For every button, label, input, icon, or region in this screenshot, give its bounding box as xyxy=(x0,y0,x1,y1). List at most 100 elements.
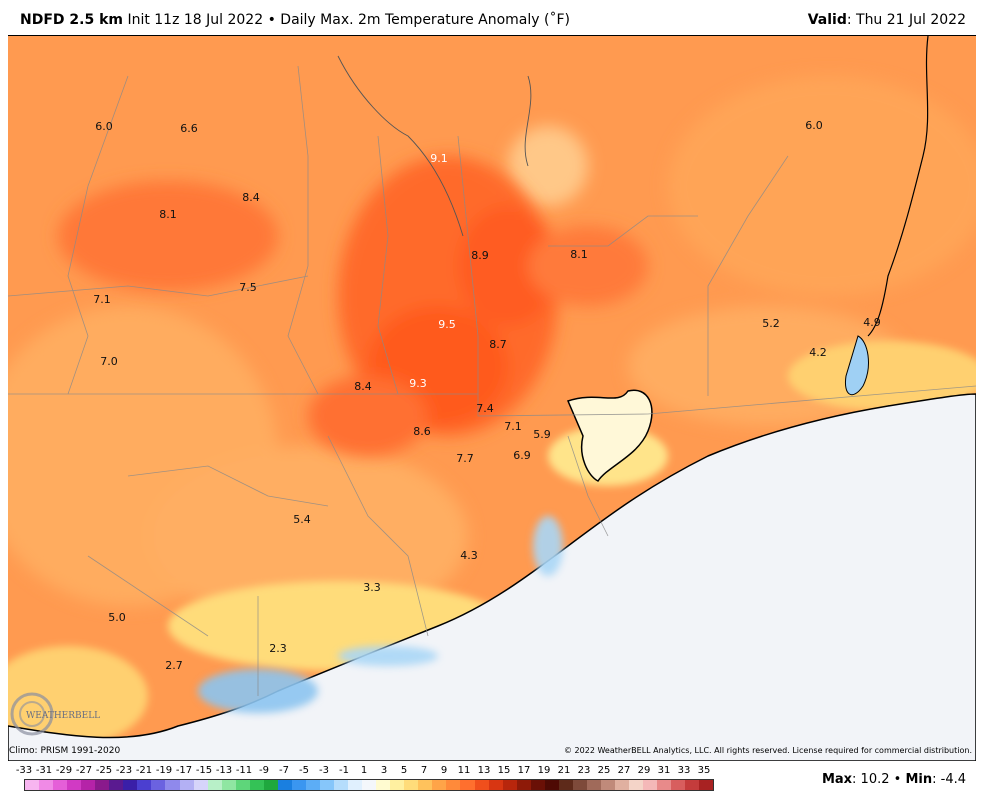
legend-swatch xyxy=(614,780,630,790)
legend-tick-label: -5 xyxy=(299,765,309,776)
legend-tick-label: -19 xyxy=(155,765,173,776)
legend-tick-label: 19 xyxy=(537,765,551,776)
legend-swatch xyxy=(235,780,250,790)
map-canvas: 6.0 6.6 9.1 6.0 8.4 8.1 8.9 8.1 7.1 7.5 … xyxy=(8,36,976,761)
legend-tick-label: 21 xyxy=(557,765,571,776)
temperature-anomaly-map: 6.0 6.6 9.1 6.0 8.4 8.1 8.9 8.1 7.1 7.5 … xyxy=(8,35,976,761)
legend-tick-label: -23 xyxy=(115,765,133,776)
valid-time: Valid: Thu 21 Jul 2022 xyxy=(808,12,966,28)
legend-tick-label: -17 xyxy=(175,765,193,776)
valid-value: : Thu 21 Jul 2022 xyxy=(846,12,966,28)
legend-tick-label: -21 xyxy=(135,765,153,776)
legend-swatch xyxy=(109,780,124,790)
legend-tick-label: 5 xyxy=(400,765,408,776)
max-min-separator: • xyxy=(889,772,906,787)
anomaly-labels: 6.0 6.6 9.1 6.0 8.4 8.1 8.9 8.1 7.1 7.5 … xyxy=(93,119,881,672)
legend-swatch xyxy=(165,780,180,790)
legend-swatch xyxy=(404,780,419,790)
legend-tick-label: 9 xyxy=(440,765,448,776)
legend-swatch xyxy=(432,780,447,790)
legend-swatch xyxy=(81,780,96,790)
legend-ticks: -33 -31 -29 -27 -25 -23 -21 -19 -17 -15 -13 -11 -9 -7… xyxy=(14,765,714,777)
legend-tick-label: -1 xyxy=(339,765,349,776)
legend-swatch xyxy=(123,780,138,790)
legend-swatch xyxy=(193,780,208,790)
map-title: NDFD 2.5 km Init 11z 18 Jul 2022 • Daily… xyxy=(20,12,570,28)
legend-swatch xyxy=(207,780,222,790)
legend-swatch xyxy=(263,780,278,790)
legend-tick-label: 29 xyxy=(637,765,651,776)
anomaly-label: 9.5 xyxy=(438,318,456,331)
anomaly-label: 8.4 xyxy=(242,191,260,204)
anomaly-label: 7.1 xyxy=(504,420,522,433)
legend-tick-label: 23 xyxy=(577,765,591,776)
legend-swatch xyxy=(221,780,236,790)
anomaly-label: 8.1 xyxy=(159,208,177,221)
anomaly-label: 8.6 xyxy=(413,425,431,438)
legend-tick-label: 17 xyxy=(517,765,531,776)
legend-swatch xyxy=(558,780,573,790)
legend-swatch xyxy=(460,780,475,790)
legend-tick-label: -9 xyxy=(259,765,269,776)
legend-swatch xyxy=(685,780,700,790)
legend-swatch xyxy=(446,780,461,790)
sabine-lake xyxy=(844,335,869,396)
anomaly-label: 7.5 xyxy=(239,281,257,294)
copyright-notice: © 2022 WeatherBELL Analytics, LLC. All r… xyxy=(564,746,972,755)
anomaly-label: 2.3 xyxy=(269,642,287,655)
legend-tick-label: -31 xyxy=(35,765,53,776)
gulf-of-mexico xyxy=(8,393,976,761)
legend-swatch xyxy=(179,780,194,790)
anomaly-label: 9.1 xyxy=(430,152,448,165)
anomaly-label: 5.2 xyxy=(762,317,780,330)
legend-swatch xyxy=(629,780,644,790)
legend-tick-label: -25 xyxy=(95,765,113,776)
anomaly-label: 6.6 xyxy=(180,122,198,135)
legend-tick-label: -11 xyxy=(235,765,253,776)
anomaly-label: 5.4 xyxy=(293,513,311,526)
legend-swatch xyxy=(305,780,320,790)
legend-swatch xyxy=(319,780,335,790)
color-scale-legend: -33 -31 -29 -27 -25 -23 -21 -19 -17 -15 -13 -11 -9 -7… xyxy=(14,765,714,801)
legend-swatch xyxy=(572,780,587,790)
legend-swatch xyxy=(95,780,110,790)
legend-color-bar xyxy=(24,779,714,791)
legend-swatch xyxy=(488,780,503,790)
legend-swatch xyxy=(502,780,517,790)
anomaly-label: 6.9 xyxy=(513,449,531,462)
legend-tick-label: -33 xyxy=(15,765,33,776)
max-label: Max xyxy=(821,772,853,787)
product-name: Daily Max. 2m Temperature Anomaly (˚F) xyxy=(280,12,570,28)
legend-tick-label: 7 xyxy=(420,765,428,776)
anomaly-label: 6.0 xyxy=(95,120,113,133)
legend-swatch xyxy=(544,780,559,790)
anomaly-label: 7.0 xyxy=(100,355,118,368)
anomaly-label: 3.3 xyxy=(363,581,381,594)
anomaly-label: 2.7 xyxy=(165,659,183,672)
legend-tick-label: -27 xyxy=(75,765,93,776)
legend-tick-label: -29 xyxy=(55,765,73,776)
anomaly-label: 4.9 xyxy=(863,316,881,329)
legend-swatch xyxy=(137,780,152,790)
legend-tick-label: -7 xyxy=(279,765,289,776)
legend-tick-label: 35 xyxy=(697,765,711,776)
legend-tick-label: 33 xyxy=(677,765,691,776)
anomaly-label: 6.0 xyxy=(805,119,823,132)
legend-swatch xyxy=(39,780,54,790)
legend-swatch xyxy=(249,780,264,790)
max-value: : 10.2 xyxy=(852,772,890,787)
legend-swatch xyxy=(390,780,405,790)
anomaly-label: 5.0 xyxy=(108,611,126,624)
anomaly-label: 9.3 xyxy=(409,377,427,390)
legend-tick-label: 11 xyxy=(457,765,471,776)
legend-swatch xyxy=(291,780,306,790)
anomaly-label: 8.1 xyxy=(570,248,588,261)
county-boundaries xyxy=(8,65,976,696)
galveston-bay xyxy=(566,389,653,482)
anomaly-field-core xyxy=(58,156,648,456)
anomaly-label: 7.1 xyxy=(93,293,111,306)
legend-tick-label: -15 xyxy=(195,765,213,776)
legend-swatch xyxy=(25,780,40,790)
legend-swatch xyxy=(376,780,391,790)
anomaly-label: 5.9 xyxy=(533,428,551,441)
